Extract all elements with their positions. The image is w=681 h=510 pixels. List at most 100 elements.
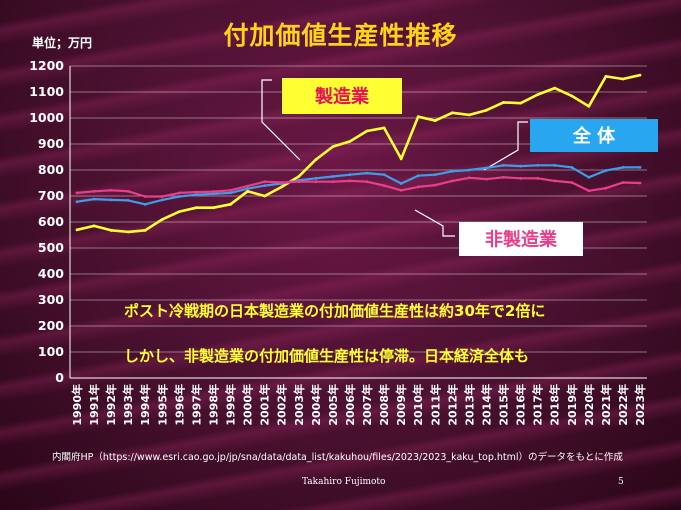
x-tick-label: 1998年 (206, 384, 220, 426)
y-tick-label: 500 (38, 240, 64, 255)
legend-box-manufacturing (282, 78, 402, 114)
data-point-total (382, 173, 386, 177)
data-point-manufacturing (331, 145, 335, 149)
data-point-non_manufacturing (365, 180, 369, 184)
x-tick-label: 2014年 (479, 384, 493, 426)
legend-box-non_manufacturing (459, 222, 583, 256)
x-tick-label: 1994年 (138, 384, 152, 426)
data-point-total (160, 198, 164, 202)
data-point-manufacturing (502, 101, 505, 104)
data-point-non_manufacturing (587, 189, 591, 193)
data-point-total (92, 197, 96, 201)
x-tick-label: 2011年 (428, 384, 442, 426)
data-point-non_manufacturing (109, 188, 113, 192)
data-point-total (621, 166, 625, 169)
data-point-total (536, 163, 540, 167)
data-point-total (433, 173, 437, 177)
data-point-non_manufacturing (621, 181, 625, 184)
x-tick-label: 1996年 (172, 384, 186, 426)
data-point-manufacturing (229, 202, 232, 206)
data-point-manufacturing (450, 111, 454, 115)
data-point-non_manufacturing (143, 195, 147, 198)
y-tick-label: 600 (38, 214, 64, 229)
legend-label-total: 全 体 (572, 125, 616, 147)
data-point-total (502, 163, 505, 167)
data-point-total (638, 166, 642, 169)
x-tick-label: 2000年 (241, 384, 255, 426)
data-point-total (570, 166, 574, 169)
data-point-non_manufacturing (348, 179, 352, 183)
data-point-non_manufacturing (297, 180, 301, 184)
non-manufacturing-leader-line (414, 209, 455, 237)
x-tick-label: 1991年 (87, 384, 101, 426)
x-tick-label: 1993年 (121, 384, 135, 426)
data-point-non_manufacturing (502, 175, 505, 179)
data-point-total (553, 163, 557, 167)
data-point-non_manufacturing (485, 177, 488, 181)
x-tick-label: 2016年 (514, 384, 528, 426)
data-point-total (450, 169, 454, 173)
data-point-non_manufacturing (467, 176, 471, 180)
data-point-non_manufacturing (314, 180, 318, 184)
y-tick-label: 200 (38, 318, 64, 333)
data-point-manufacturing (399, 157, 403, 161)
page-number: 5 (618, 477, 624, 487)
y-tick-label: 700 (38, 188, 64, 203)
data-point-manufacturing (143, 228, 147, 232)
data-point-non_manufacturing (212, 190, 215, 193)
x-tick-label: 2003年 (292, 384, 306, 426)
data-point-non_manufacturing (519, 176, 522, 180)
data-point-total (229, 191, 232, 195)
x-tick-label: 2002年 (275, 384, 289, 426)
data-point-manufacturing (75, 228, 79, 232)
x-tick-label: 2017年 (531, 384, 545, 426)
total-leader-line (483, 121, 528, 171)
data-point-manufacturing (314, 158, 318, 162)
manufacturing-leader-line (261, 79, 301, 161)
data-point-manufacturing (416, 115, 420, 119)
data-point-manufacturing (485, 108, 488, 112)
data-point-manufacturing (365, 129, 369, 133)
data-point-manufacturing (604, 75, 608, 78)
data-point-manufacturing (348, 140, 352, 143)
legend-label-non_manufacturing: 非製造業 (485, 228, 558, 250)
data-point-non_manufacturing (75, 191, 79, 195)
x-tick-label: 1999年 (224, 384, 238, 426)
x-tick-label: 2022年 (616, 384, 630, 426)
data-point-manufacturing (246, 189, 250, 193)
data-point-manufacturing (621, 77, 625, 81)
y-tick-label: 1200 (29, 58, 64, 73)
source-credit: 内閣府HP（https://www.esri.cao.go.jp/jp/sna/… (52, 452, 623, 463)
data-point-manufacturing (92, 224, 96, 228)
data-point-manufacturing (160, 218, 164, 221)
data-point-manufacturing (587, 104, 591, 108)
x-tick-label: 2021年 (599, 384, 613, 426)
data-point-manufacturing (177, 210, 181, 214)
data-point-manufacturing (467, 113, 471, 117)
data-point-non_manufacturing (399, 188, 403, 192)
x-tick-label: 2023年 (633, 384, 647, 426)
data-point-non_manufacturing (604, 186, 608, 190)
data-point-manufacturing (570, 94, 574, 98)
data-point-total (365, 171, 369, 175)
x-tick-label: 2019年 (565, 384, 579, 426)
data-point-total (485, 166, 488, 170)
data-point-total (212, 192, 215, 196)
data-point-non_manufacturing (553, 179, 557, 183)
x-tick-label: 2012年 (445, 384, 459, 426)
x-tick-label: 2004年 (309, 384, 323, 426)
data-point-total (416, 174, 420, 178)
x-tick-label: 2008年 (377, 384, 391, 426)
y-tick-label: 1000 (29, 110, 64, 125)
data-point-non_manufacturing (382, 184, 386, 188)
x-tick-label: 2013年 (462, 384, 476, 426)
y-tick-label: 400 (38, 266, 64, 281)
data-point-total (177, 195, 181, 198)
x-tick-label: 1992年 (104, 384, 118, 426)
slide-title: 付加価値生産性推移 (223, 21, 458, 50)
data-point-manufacturing (195, 206, 198, 210)
data-point-total (195, 193, 198, 197)
series-line-total (76, 164, 640, 206)
